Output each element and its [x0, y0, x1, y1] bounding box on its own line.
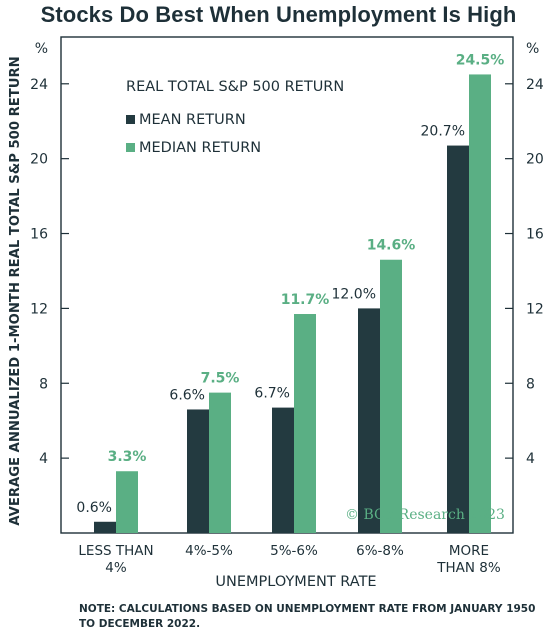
legend-swatch-mean [126, 115, 135, 124]
x-category-label: 4% [105, 560, 127, 576]
y-tick-label-left: 12 [30, 301, 48, 317]
y-tick-label-right: 16 [526, 227, 544, 243]
bar-mean-return [187, 409, 209, 533]
x-category-label: 5%-6% [270, 543, 318, 559]
x-category-label: 6%-8% [356, 543, 404, 559]
bar-chart: 4 4 8 8 12 12 16 16 20 20 24 24%% 0.6% 3.3% 6.6%7.5% 6… [8, 36, 544, 590]
y-unit-right: % [526, 41, 539, 57]
legend-title: REAL TOTAL S&P 500 RETURN [126, 79, 344, 95]
legend-label-median: MEDIAN RETURN [139, 140, 261, 156]
data-label-mean: 6.6% [169, 387, 205, 403]
bar-median-return [116, 471, 138, 533]
data-label-mean: 20.7% [421, 124, 465, 140]
data-label-median: 11.7% [281, 292, 330, 308]
y-tick-label-right: 4 [526, 451, 535, 467]
bar-mean-return [94, 521, 116, 533]
y-unit-left: % [35, 41, 48, 57]
chart-title: Stocks Do Best When Unemployment Is High [40, 2, 517, 27]
data-label-median: 24.5% [456, 52, 505, 68]
y-axis-title: AVERAGE ANNUALIZED 1-MONTH REAL TOTAL S&… [8, 56, 23, 525]
bar-median-return [209, 392, 231, 533]
data-label-median: 3.3% [108, 449, 147, 465]
bar-median-return [380, 259, 402, 533]
bar-mean-return [358, 308, 380, 533]
bar-median-return [469, 74, 491, 533]
y-tick-label-right: 12 [526, 301, 544, 317]
data-label-mean: 12.0% [332, 286, 376, 302]
y-tick-label-left: 16 [30, 227, 48, 243]
bar-mean-return [447, 145, 469, 534]
y-tick-label-left: 20 [30, 152, 48, 168]
data-label-mean: 6.7% [254, 386, 290, 402]
x-category-label: LESS THAN [78, 543, 153, 559]
y-tick-label-right: 20 [526, 152, 544, 168]
legend-swatch-median [126, 143, 135, 152]
x-category-label: MORE [449, 543, 489, 559]
bar-median-return [294, 314, 316, 533]
bar-mean-return [272, 407, 294, 533]
y-tick-label-left: 4 [39, 451, 48, 467]
x-category-label: THAN 8% [436, 560, 501, 576]
y-tick-label-left: 24 [30, 77, 48, 93]
watermark: © BCα Research 2023 [345, 507, 505, 523]
x-category-label: 4%-5% [185, 543, 233, 559]
data-label-median: 14.6% [367, 238, 416, 254]
y-tick-label-right: 24 [526, 77, 544, 93]
x-axis-title: UNEMPLOYMENT RATE [215, 574, 376, 590]
legend-label-mean: MEAN RETURN [139, 112, 246, 128]
data-label-mean: 0.6% [76, 500, 112, 516]
data-label-median: 7.5% [201, 371, 240, 387]
footnote: NOTE: CALCULATIONS BASED ON UNEMPLOYMENT… [79, 603, 536, 630]
y-tick-label-left: 8 [39, 376, 48, 392]
y-tick-label-right: 8 [526, 376, 535, 392]
